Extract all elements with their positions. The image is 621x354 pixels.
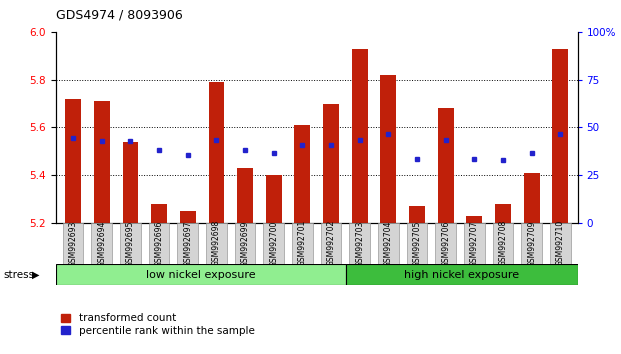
- Bar: [209, 82, 224, 223]
- Text: GSM992707: GSM992707: [470, 220, 479, 267]
- Text: GSM992708: GSM992708: [499, 220, 507, 267]
- Text: GSM992709: GSM992709: [527, 220, 536, 267]
- FancyBboxPatch shape: [292, 223, 313, 264]
- Text: GSM992710: GSM992710: [556, 220, 565, 267]
- Text: GSM992698: GSM992698: [212, 220, 221, 267]
- Text: GSM992704: GSM992704: [384, 220, 393, 267]
- FancyBboxPatch shape: [350, 223, 370, 264]
- Text: GSM992706: GSM992706: [441, 220, 450, 267]
- FancyBboxPatch shape: [206, 223, 227, 264]
- Bar: [237, 168, 253, 223]
- Text: GSM992693: GSM992693: [68, 220, 78, 267]
- FancyBboxPatch shape: [149, 223, 170, 264]
- Bar: [495, 204, 511, 223]
- Text: GSM992695: GSM992695: [126, 220, 135, 267]
- Bar: [466, 216, 483, 223]
- Bar: [266, 175, 281, 223]
- FancyBboxPatch shape: [435, 223, 456, 264]
- Text: GSM992700: GSM992700: [270, 220, 278, 267]
- Bar: [438, 108, 453, 223]
- FancyBboxPatch shape: [63, 223, 83, 264]
- Bar: [122, 142, 138, 223]
- Text: GSM992697: GSM992697: [183, 220, 193, 267]
- FancyBboxPatch shape: [550, 223, 571, 264]
- Bar: [381, 75, 396, 223]
- Text: GSM992696: GSM992696: [155, 220, 163, 267]
- Text: GSM992701: GSM992701: [298, 220, 307, 267]
- FancyBboxPatch shape: [492, 223, 514, 264]
- Bar: [65, 99, 81, 223]
- FancyBboxPatch shape: [522, 223, 542, 264]
- Text: stress: stress: [3, 270, 34, 280]
- Text: ▶: ▶: [32, 270, 40, 280]
- Text: GSM992703: GSM992703: [355, 220, 364, 267]
- Bar: [294, 125, 310, 223]
- FancyBboxPatch shape: [407, 223, 427, 264]
- Bar: [553, 48, 568, 223]
- FancyBboxPatch shape: [178, 223, 198, 264]
- FancyBboxPatch shape: [263, 223, 284, 264]
- Text: GSM992699: GSM992699: [240, 220, 250, 267]
- Bar: [409, 206, 425, 223]
- FancyBboxPatch shape: [120, 223, 141, 264]
- FancyBboxPatch shape: [235, 223, 255, 264]
- Text: GSM992702: GSM992702: [327, 220, 335, 267]
- Bar: [524, 173, 540, 223]
- FancyBboxPatch shape: [346, 264, 578, 285]
- FancyBboxPatch shape: [91, 223, 112, 264]
- FancyBboxPatch shape: [320, 223, 342, 264]
- Text: high nickel exposure: high nickel exposure: [404, 270, 519, 280]
- Bar: [352, 48, 368, 223]
- FancyBboxPatch shape: [378, 223, 399, 264]
- FancyBboxPatch shape: [464, 223, 484, 264]
- Bar: [323, 104, 339, 223]
- Text: low nickel exposure: low nickel exposure: [146, 270, 256, 280]
- FancyBboxPatch shape: [56, 264, 346, 285]
- Bar: [180, 211, 196, 223]
- Bar: [151, 204, 167, 223]
- Legend: transformed count, percentile rank within the sample: transformed count, percentile rank withi…: [61, 313, 255, 336]
- Text: GDS4974 / 8093906: GDS4974 / 8093906: [56, 9, 183, 22]
- Bar: [94, 101, 110, 223]
- Text: GSM992705: GSM992705: [412, 220, 422, 267]
- Text: GSM992694: GSM992694: [97, 220, 106, 267]
